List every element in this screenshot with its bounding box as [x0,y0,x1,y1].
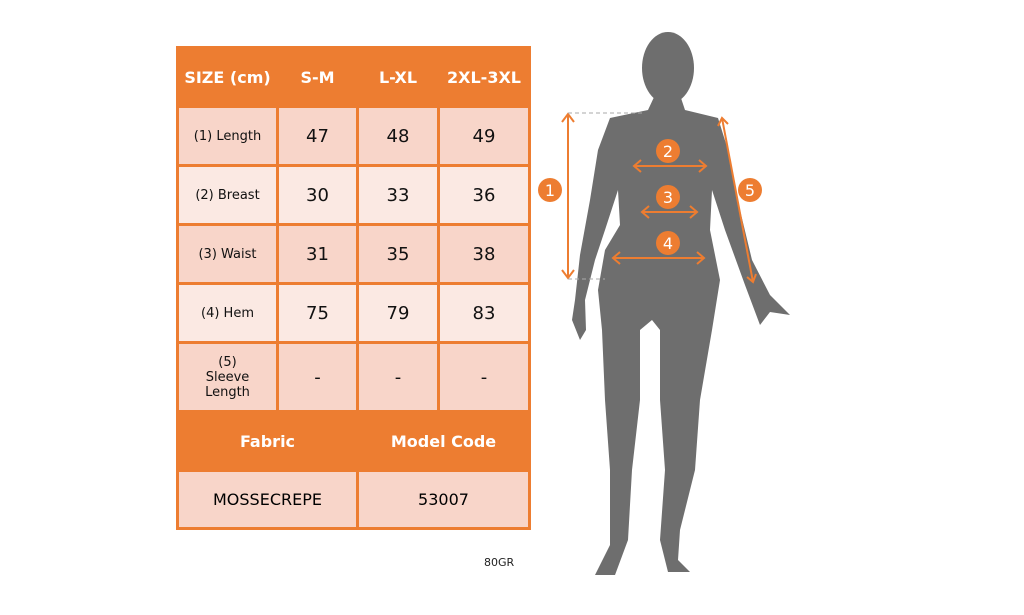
model-code-value: 53007 [356,469,531,530]
guide-lines [568,112,645,280]
cell: - [356,341,440,413]
header-cell: L-XL [356,46,440,108]
cell: - [276,341,359,413]
table-header: SIZE (cm) S-M L-XL 2XL-3XL [176,46,531,108]
cell: 47 [276,105,359,167]
cell: 31 [276,223,359,285]
row-label: (3) Waist [176,223,279,285]
table-row: (4) Hem 75 79 83 [176,282,531,344]
cell: 38 [437,223,531,285]
fabric-header: Fabric [176,410,359,472]
cell: 75 [276,282,359,344]
header-cell: 2XL-3XL [437,46,531,108]
cell: 35 [356,223,440,285]
cell: 33 [356,164,440,226]
marker-1: 1 [545,181,555,200]
table-row: (5) Sleeve Length - - - [176,341,531,413]
row-label: (5) Sleeve Length [176,341,279,413]
table-row: (3) Waist 31 35 38 [176,223,531,285]
marker-3: 3 [663,188,673,207]
measurement-arrows [561,112,757,284]
cell: 48 [356,105,440,167]
table-row: (2) Breast 30 33 36 [176,164,531,226]
measurement-markers: 1 2 3 4 5 [538,139,762,255]
model-code-header: Model Code [356,410,531,472]
row-label: (2) Breast [176,164,279,226]
silhouette [572,32,790,575]
cell: - [437,341,531,413]
cell: 79 [356,282,440,344]
row-label: (1) Length [176,105,279,167]
marker-2: 2 [663,142,673,161]
cell: 30 [276,164,359,226]
header-cell: SIZE (cm) [176,46,279,108]
header-cell: S-M [276,46,359,108]
fabric-value: MOSSECREPE [176,469,359,530]
cell: 36 [437,164,531,226]
marker-5: 5 [745,181,755,200]
table-row: (1) Length 47 48 49 [176,105,531,167]
marker-4: 4 [663,234,673,253]
row-label: (4) Hem [176,282,279,344]
fabric-weight: 80GR [484,556,515,569]
size-table: SIZE (cm) S-M L-XL 2XL-3XL (1) Length 47 4… [176,46,531,530]
cell: 83 [437,282,531,344]
cell: 49 [437,105,531,167]
